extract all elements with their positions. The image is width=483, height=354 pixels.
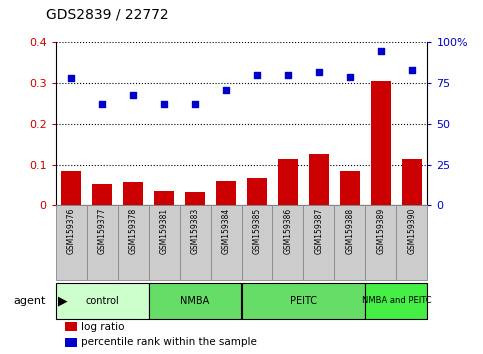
- Text: GSM159386: GSM159386: [284, 207, 293, 254]
- Text: GSM159378: GSM159378: [128, 207, 138, 254]
- Bar: [309, 154, 329, 205]
- Bar: [185, 192, 205, 205]
- Point: [408, 67, 416, 73]
- Bar: [56, 283, 149, 319]
- Bar: [123, 182, 143, 205]
- Bar: [56, 205, 86, 280]
- Bar: [154, 191, 174, 205]
- Bar: [272, 205, 303, 280]
- Text: GSM159381: GSM159381: [159, 207, 169, 254]
- Bar: [366, 205, 397, 280]
- Text: NMBA and PEITC: NMBA and PEITC: [362, 296, 431, 306]
- Bar: [180, 205, 211, 280]
- Bar: [278, 159, 298, 205]
- Bar: [242, 205, 272, 280]
- Text: GDS2839 / 22772: GDS2839 / 22772: [46, 7, 169, 21]
- Text: PEITC: PEITC: [290, 296, 317, 306]
- Bar: [149, 205, 180, 280]
- Text: ▶: ▶: [58, 295, 68, 307]
- Text: log ratio: log ratio: [81, 322, 125, 332]
- Text: agent: agent: [14, 296, 46, 306]
- Text: GSM159383: GSM159383: [190, 207, 199, 254]
- Text: control: control: [85, 296, 119, 306]
- Text: GSM159387: GSM159387: [314, 207, 324, 254]
- Text: GSM159389: GSM159389: [376, 207, 385, 254]
- Bar: [334, 205, 366, 280]
- Bar: [216, 181, 236, 205]
- Bar: [242, 283, 366, 319]
- Bar: [340, 171, 360, 205]
- Bar: [366, 283, 427, 319]
- Bar: [149, 283, 242, 319]
- Point: [253, 72, 261, 78]
- Text: GSM159390: GSM159390: [408, 207, 416, 254]
- Text: GSM159385: GSM159385: [253, 207, 261, 254]
- Text: NMBA: NMBA: [180, 296, 210, 306]
- Text: GSM159377: GSM159377: [98, 207, 107, 254]
- Text: percentile rank within the sample: percentile rank within the sample: [81, 337, 257, 347]
- Point: [222, 87, 230, 92]
- Bar: [247, 178, 267, 205]
- Bar: [117, 205, 149, 280]
- Bar: [397, 205, 427, 280]
- Point: [346, 74, 354, 80]
- Bar: [86, 205, 117, 280]
- Text: GSM159388: GSM159388: [345, 207, 355, 254]
- Point: [284, 72, 292, 78]
- Point: [67, 75, 75, 81]
- Point: [315, 69, 323, 75]
- Bar: [92, 184, 112, 205]
- Bar: [61, 171, 81, 205]
- Point: [160, 102, 168, 107]
- Text: GSM159376: GSM159376: [67, 207, 75, 254]
- Bar: [303, 205, 334, 280]
- Point: [191, 102, 199, 107]
- Bar: [402, 159, 422, 205]
- Bar: [371, 81, 391, 205]
- Point: [98, 102, 106, 107]
- Bar: [211, 205, 242, 280]
- Point: [377, 48, 385, 53]
- Text: GSM159384: GSM159384: [222, 207, 230, 254]
- Point: [129, 92, 137, 97]
